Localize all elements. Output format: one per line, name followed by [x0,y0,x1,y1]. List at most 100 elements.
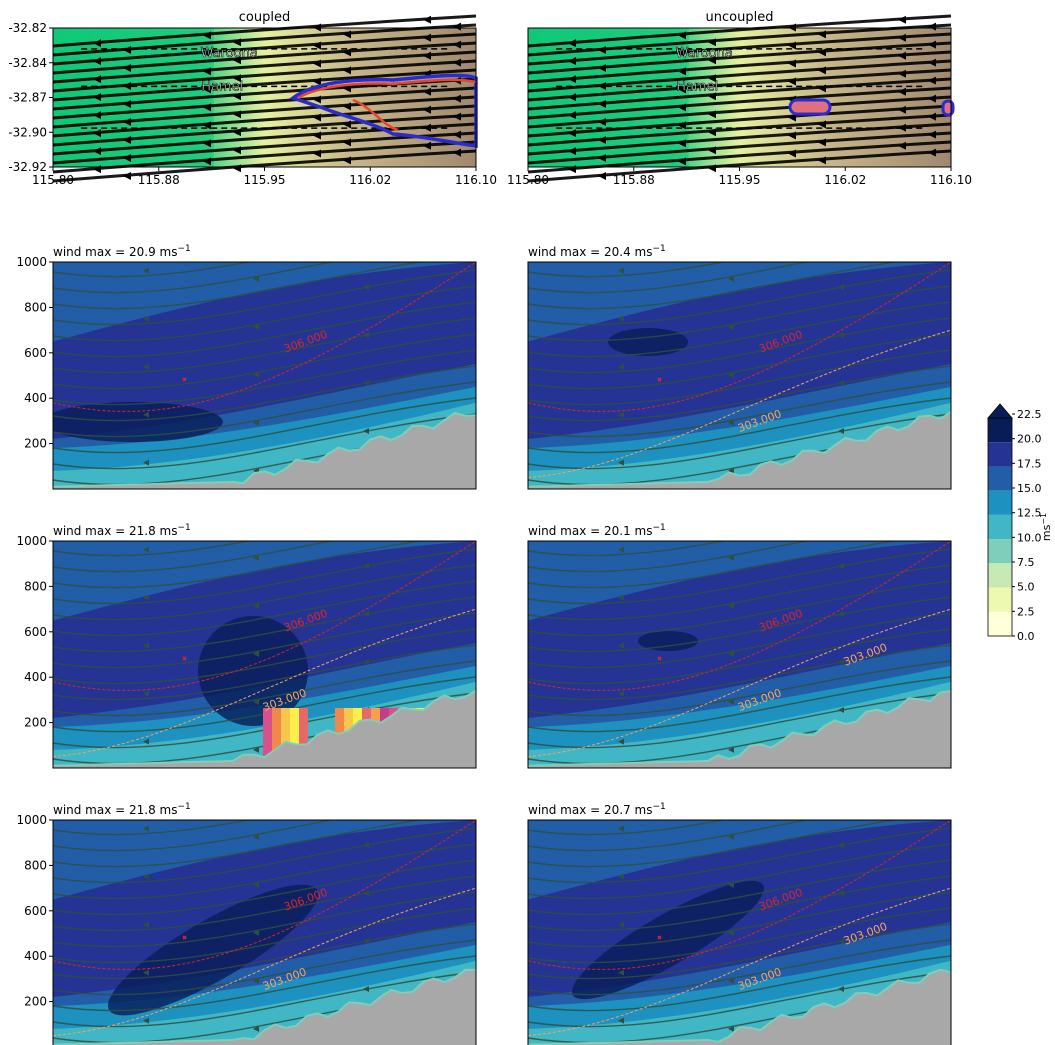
wind-arrowhead [233,110,241,119]
wind-arrowhead [678,31,686,40]
wind-core-20 [107,884,318,1016]
wind-arrowhead [598,118,606,127]
wind-arrowhead [598,100,606,109]
streamline-arrow [728,323,734,330]
wind-arrowhead [93,111,101,120]
wind-arrowhead [313,41,321,50]
streamline [528,971,951,1028]
wind-arrowhead [818,138,826,147]
wind-arrowhead [423,87,431,96]
wind-arrowhead [678,139,686,148]
axes-frame [52,261,477,490]
y-tick-label: 400 [24,949,47,963]
streamline [53,365,476,422]
wind-arrowhead [598,154,606,163]
wind-streamline [527,86,952,120]
colorbar-tick-label: 22.5 [1017,408,1042,421]
y-tick-label: -32.87 [8,91,47,105]
streamline [53,628,476,685]
streamline-arrow [143,642,149,649]
streamline-arrow [728,275,734,282]
streamline-arrow [728,881,734,888]
streamline-arrow [618,825,624,832]
streamline-arrow [143,411,149,418]
isentrope-303-line [53,608,476,758]
streamline [53,541,253,557]
wind-streamline [527,23,952,57]
terrain [528,690,951,768]
colorbar-tick-label: 10.0 [1017,531,1042,544]
streamline-arrow [618,594,624,601]
wind-arrowhead [203,31,211,40]
wind-arrowhead [898,141,906,150]
colorbar-segment [988,466,1012,491]
wind-arrowhead [568,147,576,156]
wind-fill-17 [53,262,476,440]
wind-streamline [52,50,477,84]
streamline [53,397,476,454]
wind-arrowhead [203,157,211,166]
wind-arrowhead [123,100,131,109]
isentrope-303-line [53,887,476,1037]
streamline [53,820,253,836]
streamline-arrow [253,698,259,705]
wind-arrowhead [708,110,716,119]
streamline-arrow [143,546,149,553]
streamline [53,971,476,1028]
wind-arrowhead [928,58,936,67]
x-tick-label: 115.80 [507,173,549,187]
colorbar-label-base: ms [1040,524,1053,541]
y-tick-label: -32.90 [8,125,47,139]
wind-fill-17 [528,262,951,440]
streamline [53,285,476,342]
y-tick-label: 200 [24,995,47,1009]
streamline [53,843,476,900]
streamline [53,333,476,390]
wind-arrowhead [123,64,131,73]
colorbar-label-exp: −1 [1039,513,1048,525]
wind-arrowhead [898,105,906,114]
wind-unit-exponent: −1 [178,802,191,812]
colorbar-tick-label: 5.0 [1017,581,1035,594]
fire-heat-column [281,708,290,768]
wind-arrowhead [898,87,906,96]
colorbar-tick-label: 15.0 [1017,482,1042,495]
streamline-arrow [143,315,149,322]
streamline [53,262,253,278]
wind-streamline [527,77,952,111]
wind-arrowhead [678,121,686,130]
wind-unit-exponent: −1 [653,523,666,533]
streamline-arrow [253,881,259,888]
wind-arrowhead [898,69,906,78]
streamline-arrow [143,1017,149,1024]
streamline [53,349,476,406]
wind-core-20 [608,328,688,356]
x-tick-label: 115.95 [719,173,761,187]
colorbar-segment [988,514,1012,540]
colorbar-tick-label: 7.5 [1017,556,1035,569]
streamline-arrow [618,363,624,370]
wind-arrowhead [453,112,461,121]
wind-streamline [52,32,477,66]
streamline [53,381,476,438]
wind-arrowhead [343,102,351,111]
wind-arrowhead [343,156,351,165]
wind-streamline [527,50,952,84]
streamline-arrow [143,594,149,601]
streamline-arrow [143,969,149,976]
terrain-edge [53,968,476,1045]
streamline-arrow [143,738,149,745]
terrain [528,969,951,1045]
wind-arrowhead [708,74,716,83]
panel-content [528,262,951,489]
wind-arrowhead [818,66,826,75]
fire-area [788,98,832,116]
streamline [528,820,728,836]
wind-arrowhead [818,156,826,165]
streamline [53,939,476,996]
wind-arrowhead [203,139,211,148]
wind-arrowhead [818,120,826,129]
streamline [528,333,951,390]
wind-arrowhead [123,154,131,163]
